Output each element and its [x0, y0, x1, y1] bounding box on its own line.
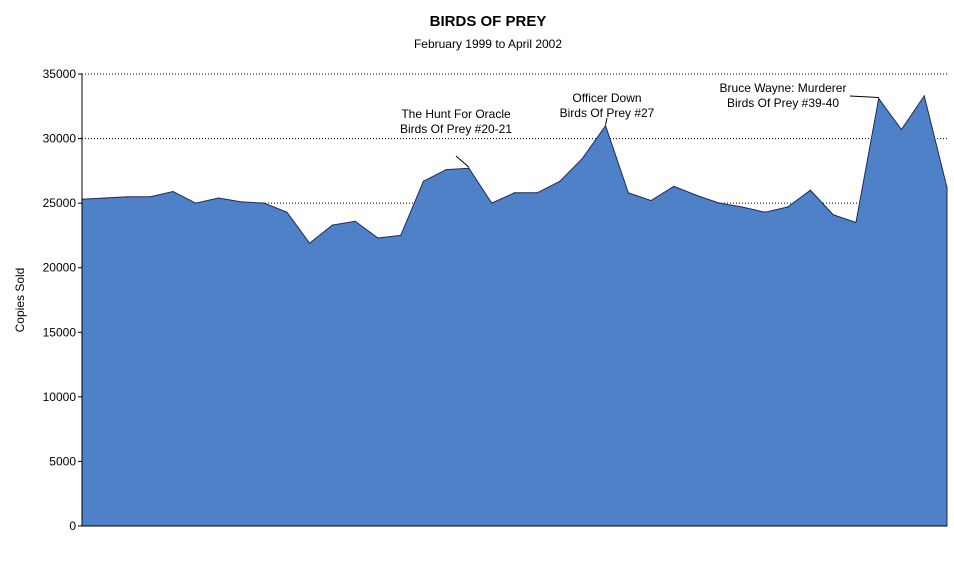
data-point — [422, 180, 425, 182]
annotation-text: Bruce Wayne: Murderer — [720, 81, 847, 95]
data-point — [491, 202, 493, 204]
data-point — [627, 192, 629, 194]
y-axis-label: Copies Sold — [13, 268, 27, 333]
data-point — [764, 211, 766, 213]
y-tick-label: 15000 — [43, 325, 77, 339]
y-tick-label: 0 — [69, 519, 76, 533]
annotation-leader — [605, 117, 608, 125]
data-point — [104, 197, 106, 199]
data-point — [741, 206, 743, 208]
data-point — [240, 201, 242, 203]
data-point — [696, 194, 698, 196]
data-point — [513, 192, 516, 194]
data-point — [149, 196, 151, 198]
data-point — [331, 224, 333, 226]
y-tick-label: 5000 — [49, 454, 76, 468]
data-point — [445, 168, 447, 171]
annotation-text: The Hunt For Oracle — [401, 107, 511, 121]
data-point — [195, 202, 197, 204]
annotation-text: Officer Down — [572, 91, 641, 105]
data-point — [923, 95, 925, 97]
data-point — [582, 157, 584, 159]
area-series — [81, 94, 948, 527]
data-point — [377, 237, 379, 239]
data-point — [400, 234, 402, 237]
data-point — [832, 214, 834, 216]
chart-subtitle: February 1999 to April 2002 — [414, 37, 562, 51]
data-point — [468, 167, 470, 169]
data-point — [559, 180, 561, 182]
data-point — [263, 202, 265, 204]
annotation-text: Birds Of Prey #27 — [560, 106, 655, 120]
data-point — [946, 187, 948, 189]
data-point — [673, 185, 675, 187]
data-point — [878, 97, 880, 100]
annotation-leader — [455, 155, 470, 168]
data-point — [172, 190, 174, 193]
data-point — [855, 221, 857, 224]
annotation-text: Birds Of Prey #20-21 — [400, 122, 512, 136]
y-tick-label: 25000 — [43, 196, 77, 210]
annotation-leader — [849, 95, 879, 99]
y-tick-label: 20000 — [43, 261, 77, 275]
data-point — [718, 202, 720, 204]
data-point — [809, 189, 812, 191]
data-point — [217, 197, 220, 199]
y-tick-label: 35000 — [43, 67, 77, 81]
y-tick-label: 30000 — [43, 132, 77, 146]
area-fill — [81, 94, 948, 527]
data-point — [286, 211, 288, 213]
data-point — [309, 242, 311, 244]
data-point — [787, 206, 789, 208]
data-point — [536, 192, 538, 194]
data-point — [650, 199, 652, 202]
chart-title: BIRDS OF PREY — [430, 13, 547, 30]
data-point — [900, 128, 903, 131]
data-point — [354, 220, 356, 222]
data-point — [604, 125, 607, 127]
axes — [81, 74, 947, 527]
y-tick-label: 10000 — [43, 390, 77, 404]
annotation-text: Birds Of Prey #39-40 — [727, 96, 839, 110]
data-point — [126, 196, 129, 198]
y-axis-ticks: 0 5000 10000 15000 20000 25000 30000 35000 — [43, 67, 82, 533]
